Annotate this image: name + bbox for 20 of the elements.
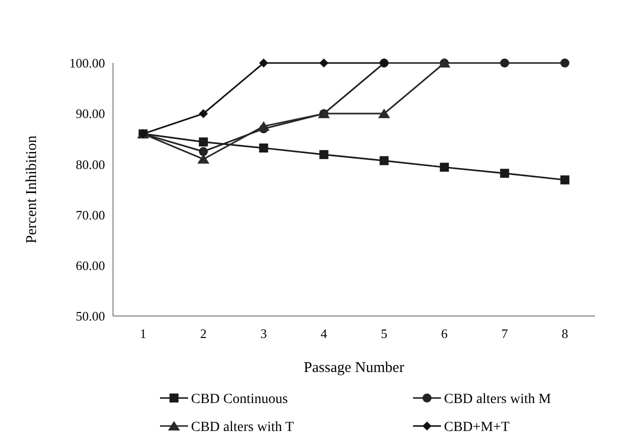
x-tick-label: 6 <box>441 326 448 341</box>
y-tick-label: 60.00 <box>76 258 105 273</box>
legend-label: CBD alters with M <box>444 392 552 407</box>
y-tick-label: 80.00 <box>76 156 105 172</box>
y-tick-label: 50.00 <box>76 308 105 324</box>
y-tick-label: 90.00 <box>76 106 105 122</box>
x-tick-label: 3 <box>260 326 267 341</box>
legend-label: CBD Continuous <box>191 392 288 407</box>
x-tick-label: 1 <box>140 326 146 341</box>
y-tick-label: 100.00 <box>69 56 105 71</box>
y-axis-title: Percent Inhibition <box>24 135 40 244</box>
y-tick-label: 70.00 <box>76 207 105 222</box>
legend-label: CBD+M+T <box>444 420 510 434</box>
x-tick-label: 8 <box>562 326 568 341</box>
x-tick-label: 2 <box>200 326 207 341</box>
x-tick-label: 4 <box>320 326 328 341</box>
legend-label: CBD alters with T <box>191 420 294 434</box>
x-tick-label: 5 <box>380 326 388 341</box>
x-axis-title: Passage Number <box>304 360 404 376</box>
x-tick-label: 7 <box>501 326 508 341</box>
